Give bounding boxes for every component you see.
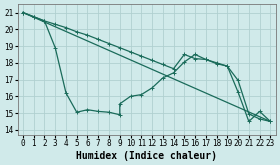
X-axis label: Humidex (Indice chaleur): Humidex (Indice chaleur) [76,151,217,161]
